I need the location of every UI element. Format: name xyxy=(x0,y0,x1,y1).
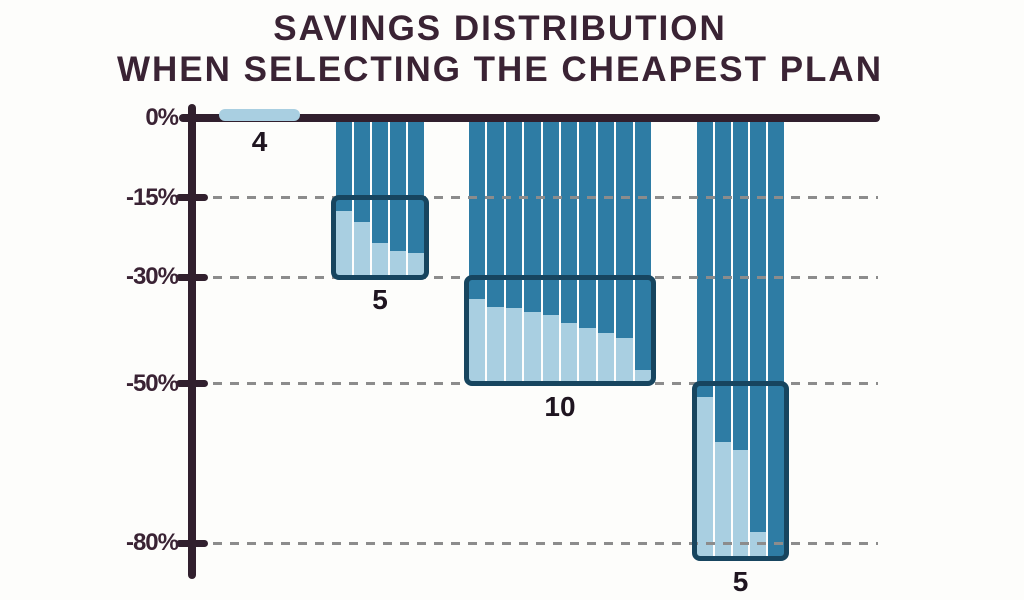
bar-group-3 xyxy=(467,118,653,384)
bar-dark-segment xyxy=(542,118,560,315)
bar-dark-segment xyxy=(732,118,749,451)
bar-dark-segment xyxy=(487,118,504,307)
group-count-label-3: 10 xyxy=(544,390,576,422)
bar-light-segment xyxy=(634,370,652,384)
bar-light-segment xyxy=(372,242,388,278)
bar-light-segment xyxy=(408,253,424,278)
plan-bar xyxy=(485,118,504,384)
group-count-label-2: 5 xyxy=(372,284,388,316)
gridline--80pct xyxy=(196,541,878,545)
plan-bar xyxy=(559,118,578,384)
bar-group-2 xyxy=(334,118,426,278)
bar-light-segment xyxy=(505,307,523,384)
y-tick-label--80pct: -80% xyxy=(125,529,179,556)
y-tick-label--50pct: -50% xyxy=(125,369,179,397)
group-count-label-4: 5 xyxy=(732,565,749,597)
y-axis-line xyxy=(188,104,196,579)
zero-savings-bar xyxy=(219,108,300,121)
bar-group-4 xyxy=(695,118,786,559)
bar-light-segment xyxy=(336,210,352,278)
y-tick-label-0pct: 0% xyxy=(145,104,179,131)
y-tick-label--15pct: -15% xyxy=(125,183,179,211)
bar-dark-segment xyxy=(469,118,486,299)
bar-light-segment xyxy=(354,221,370,278)
bar-light-segment xyxy=(579,327,596,384)
plan-bar xyxy=(469,118,486,384)
bar-light-segment xyxy=(524,311,541,384)
bar-light-segment xyxy=(487,306,504,384)
chart-title-line-2: WHEN SELECTING THE CHEAPEST PLAN xyxy=(117,50,883,89)
bar-light-segment xyxy=(469,298,486,384)
bar-dark-segment xyxy=(336,118,352,211)
bin-box-4 xyxy=(692,381,789,562)
bar-light-segment xyxy=(750,532,767,559)
group-count-label-1: 4 xyxy=(251,126,268,157)
plan-bar xyxy=(730,118,749,559)
plan-bar xyxy=(632,118,652,384)
y-tick-label--30pct: -30% xyxy=(125,263,179,291)
bar-light-segment xyxy=(561,322,578,384)
bar-dark-segment xyxy=(390,118,406,251)
bar-dark-segment xyxy=(634,118,652,371)
bin-box-3 xyxy=(464,274,656,387)
bar-dark-segment xyxy=(768,118,784,559)
bar-dark-segment xyxy=(408,118,424,254)
bar-light-segment xyxy=(542,314,560,384)
plan-bar xyxy=(336,118,352,278)
bar-light-segment xyxy=(732,450,749,559)
bar-light-segment xyxy=(616,338,633,384)
bar-light-segment xyxy=(697,396,713,559)
chart-title-line-1: SAVINGS DISTRIBUTION xyxy=(273,9,727,48)
plan-bar xyxy=(522,118,541,384)
bar-dark-segment xyxy=(697,118,713,397)
bar-light-segment xyxy=(597,333,615,384)
plan-bar xyxy=(614,118,633,384)
bar-dark-segment xyxy=(561,118,578,323)
plan-bar xyxy=(697,118,713,559)
bar-dark-segment xyxy=(616,118,633,339)
plan-bar xyxy=(748,118,767,559)
bar-dark-segment xyxy=(524,118,541,312)
bar-dark-segment xyxy=(372,118,388,243)
gridline--15pct xyxy=(196,196,878,200)
zero-baseline xyxy=(179,113,880,122)
bar-dark-segment xyxy=(505,118,523,308)
bin-box-2 xyxy=(331,195,429,280)
plan-bar xyxy=(540,118,560,384)
bar-dark-segment xyxy=(750,118,767,533)
bar-light-segment xyxy=(390,250,406,278)
plan-bar xyxy=(766,118,784,559)
plan-bar xyxy=(503,118,523,384)
chart-title: SAVINGS DISTRIBUTION WHEN SELECTING THE … xyxy=(0,8,1000,90)
bar-light-segment xyxy=(714,442,731,559)
